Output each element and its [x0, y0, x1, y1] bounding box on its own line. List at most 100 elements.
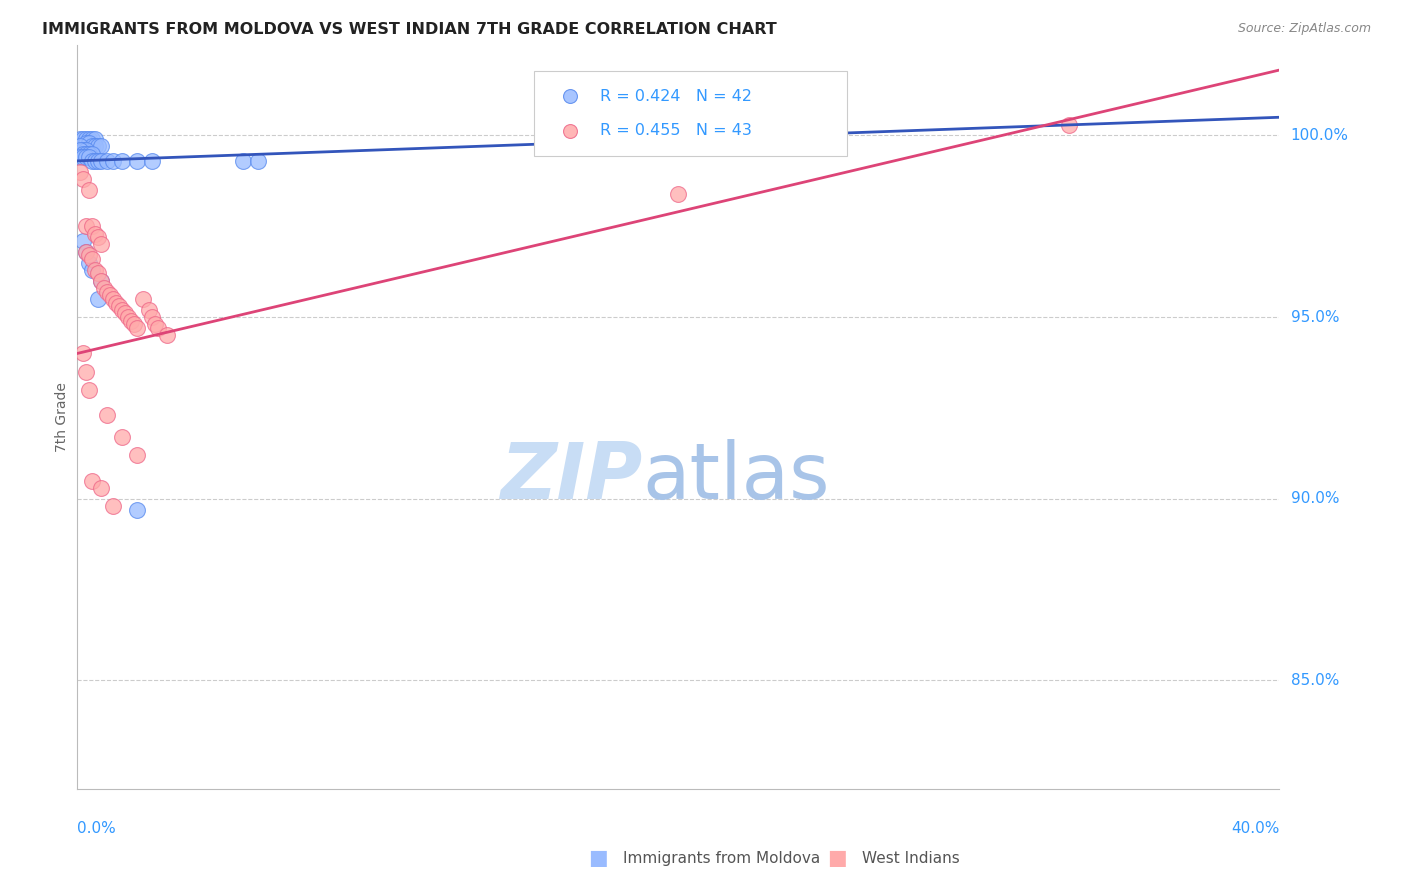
Point	[75, 143, 97, 157]
Point	[69, 165, 91, 179]
Point	[82, 474, 104, 488]
Point	[75, 244, 97, 259]
Point	[69, 139, 91, 153]
Point	[90, 237, 112, 252]
Point	[96, 408, 118, 422]
Point	[75, 146, 97, 161]
Point	[668, 186, 690, 201]
Text: IMMIGRANTS FROM MOLDOVA VS WEST INDIAN 7TH GRADE CORRELATION CHART: IMMIGRANTS FROM MOLDOVA VS WEST INDIAN 7…	[42, 22, 778, 37]
Point	[82, 132, 104, 146]
Point	[90, 481, 112, 495]
Point	[100, 288, 122, 302]
Text: Source: ZipAtlas.com: Source: ZipAtlas.com	[1237, 22, 1371, 36]
Point	[90, 274, 112, 288]
Point	[79, 183, 101, 197]
Point	[87, 292, 110, 306]
Point	[103, 499, 125, 513]
Point	[79, 255, 101, 269]
Point	[111, 302, 134, 317]
Point	[246, 153, 269, 168]
Text: 95.0%: 95.0%	[1291, 310, 1339, 325]
Point	[69, 150, 91, 164]
Point	[1298, 549, 1320, 563]
Point	[127, 321, 149, 335]
Point	[145, 318, 167, 332]
Point	[72, 143, 94, 157]
Point	[117, 310, 139, 324]
Point	[82, 139, 104, 153]
Text: R = 0.455   N = 43: R = 0.455 N = 43	[600, 123, 752, 138]
Point	[69, 143, 91, 157]
Point	[75, 132, 97, 146]
Point	[87, 267, 110, 281]
Point	[124, 318, 146, 332]
Point	[138, 302, 160, 317]
Point	[127, 502, 149, 516]
Point	[132, 292, 155, 306]
Y-axis label: 7th Grade: 7th Grade	[55, 382, 69, 452]
Point	[82, 153, 104, 168]
Point	[79, 146, 101, 161]
Point	[82, 146, 104, 161]
Point	[79, 248, 101, 262]
Text: ZIP: ZIP	[501, 439, 643, 515]
Text: atlas: atlas	[643, 439, 830, 515]
Text: 85.0%: 85.0%	[1291, 673, 1339, 688]
Point	[72, 172, 94, 186]
Point	[75, 219, 97, 234]
Point	[79, 132, 101, 146]
Point	[69, 132, 91, 146]
Point	[84, 263, 107, 277]
Point	[103, 292, 125, 306]
Point	[1057, 118, 1080, 132]
Point	[90, 153, 112, 168]
Point	[120, 314, 142, 328]
Point	[103, 153, 125, 168]
Point	[156, 328, 179, 343]
Point	[79, 150, 101, 164]
Point	[82, 219, 104, 234]
Point	[75, 150, 97, 164]
Point	[93, 281, 115, 295]
Point	[96, 285, 118, 299]
Text: ■: ■	[588, 848, 607, 868]
Point	[90, 274, 112, 288]
Point	[72, 150, 94, 164]
Point	[87, 139, 110, 153]
Point	[114, 306, 136, 320]
Point	[84, 139, 107, 153]
Text: 0.0%: 0.0%	[77, 821, 117, 836]
Point	[141, 153, 163, 168]
Text: 40.0%: 40.0%	[1232, 821, 1279, 836]
Point	[72, 346, 94, 360]
Point	[75, 136, 97, 150]
Point	[127, 153, 149, 168]
Point	[84, 132, 107, 146]
Point	[84, 153, 107, 168]
Point	[87, 153, 110, 168]
Text: ■: ■	[827, 848, 846, 868]
Text: 90.0%: 90.0%	[1291, 491, 1339, 507]
Point	[72, 146, 94, 161]
Point	[84, 227, 107, 241]
Text: West Indians: West Indians	[862, 851, 960, 865]
Point	[79, 383, 101, 397]
Point	[108, 299, 131, 313]
Point	[82, 252, 104, 266]
Point	[148, 321, 170, 335]
Point	[111, 430, 134, 444]
Point	[72, 132, 94, 146]
Point	[1298, 381, 1320, 395]
Point	[232, 153, 254, 168]
Point	[75, 244, 97, 259]
Point	[82, 263, 104, 277]
Point	[75, 365, 97, 379]
Text: 100.0%: 100.0%	[1291, 128, 1348, 143]
Point	[90, 139, 112, 153]
FancyBboxPatch shape	[534, 70, 846, 156]
Text: R = 0.424   N = 42: R = 0.424 N = 42	[600, 89, 752, 103]
Point	[72, 234, 94, 248]
Point	[96, 153, 118, 168]
Point	[105, 295, 128, 310]
Point	[87, 230, 110, 244]
